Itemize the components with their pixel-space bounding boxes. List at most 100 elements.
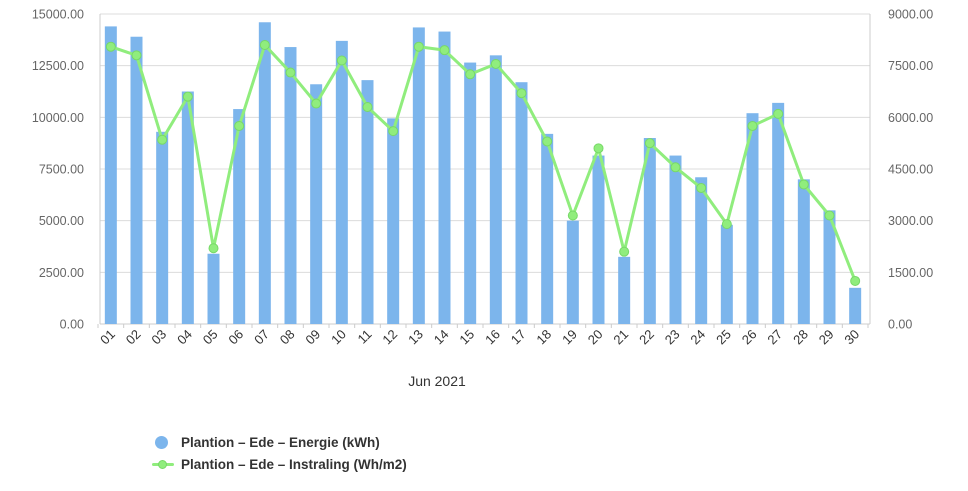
legend-label-energie: Plantion – Ede – Energie (kWh) — [181, 434, 380, 450]
x-axis-day-label: 18 — [533, 327, 554, 348]
x-axis-day-label: 30 — [841, 327, 862, 348]
legend: Plantion – Ede – Energie (kWh) Plantion … — [152, 431, 968, 475]
point-day-16[interactable] — [490, 58, 501, 69]
bar-day-17[interactable] — [515, 82, 528, 324]
instraling-line — [109, 43, 857, 283]
bar-day-28[interactable] — [797, 179, 810, 324]
point-day-02[interactable] — [131, 50, 142, 61]
bar-day-05[interactable] — [207, 253, 220, 324]
x-axis-day-label: 23 — [662, 327, 683, 348]
bar-day-11[interactable] — [361, 80, 374, 324]
y-axis-right-tick-label: 1500.00 — [888, 266, 933, 280]
bar-day-10[interactable] — [335, 40, 348, 324]
point-day-06[interactable] — [234, 120, 245, 131]
x-axis-day-label: 07 — [251, 327, 272, 348]
point-day-09[interactable] — [311, 98, 322, 109]
point-day-23[interactable] — [670, 162, 681, 173]
point-day-22[interactable] — [644, 138, 655, 149]
y-axis-right-tick-label: 7500.00 — [888, 59, 933, 73]
x-axis-day-label: 06 — [225, 327, 246, 348]
bar-day-15[interactable] — [464, 62, 477, 325]
bar-day-13[interactable] — [412, 27, 425, 325]
x-axis-day-label: 15 — [456, 327, 477, 348]
x-axis-day-label: 02 — [123, 327, 144, 348]
legend-item-instraling[interactable]: Plantion – Ede – Instraling (Wh/m2) — [152, 453, 968, 475]
bar-day-27[interactable] — [772, 102, 785, 324]
bar-day-26[interactable] — [746, 113, 759, 324]
bar-day-14[interactable] — [438, 31, 451, 325]
point-day-20[interactable] — [593, 143, 604, 154]
point-day-15[interactable] — [465, 69, 476, 80]
x-axis-day-label: 12 — [379, 327, 400, 348]
x-axis-day-label: 13 — [405, 327, 426, 348]
point-day-14[interactable] — [439, 45, 450, 56]
bar-day-09[interactable] — [310, 84, 323, 325]
y-axis-left-tick-label: 5000.00 — [39, 214, 84, 228]
y-axis-left-tick-label: 2500.00 — [39, 266, 84, 280]
bar-day-06[interactable] — [233, 109, 246, 324]
bar-day-20[interactable] — [592, 155, 605, 324]
x-axis-day-label: 11 — [354, 327, 374, 347]
y-axis-right-tick-label: 9000.00 — [888, 8, 933, 22]
point-day-01[interactable] — [105, 41, 116, 52]
point-day-10[interactable] — [336, 55, 347, 66]
y-axis-left-tick-label: 7500.00 — [39, 163, 84, 177]
point-day-24[interactable] — [696, 182, 707, 193]
point-day-29[interactable] — [824, 210, 835, 221]
point-day-11[interactable] — [362, 102, 373, 112]
x-axis-day-label: 29 — [816, 327, 837, 348]
x-axis-day-label: 22 — [636, 327, 657, 348]
point-day-25[interactable] — [721, 219, 732, 230]
point-day-18[interactable] — [542, 136, 553, 147]
legend-marker-wrap — [152, 435, 180, 449]
bar-day-19[interactable] — [566, 220, 579, 324]
bar-day-03[interactable] — [156, 131, 169, 324]
legend-item-energie[interactable]: Plantion – Ede – Energie (kWh) — [152, 431, 968, 453]
bar-day-08[interactable] — [284, 47, 297, 325]
bar-day-21[interactable] — [618, 256, 631, 324]
bar-day-23[interactable] — [669, 155, 682, 324]
bar-day-16[interactable] — [489, 55, 502, 324]
point-day-04[interactable] — [182, 91, 193, 102]
x-axis-day-label: 27 — [764, 327, 785, 348]
bar-day-24[interactable] — [695, 177, 708, 324]
point-day-19[interactable] — [567, 210, 578, 221]
point-day-27[interactable] — [773, 108, 784, 119]
point-day-30[interactable] — [850, 275, 861, 286]
bar-day-18[interactable] — [541, 133, 554, 324]
point-day-17[interactable] — [516, 88, 527, 99]
y-axis-left-tick-label: 0.00 — [60, 318, 84, 332]
x-axis-day-label: 01 — [97, 327, 118, 348]
bar-day-07[interactable] — [258, 22, 271, 325]
x-axis-day-label: 17 — [508, 327, 529, 348]
x-axis-day-label: 03 — [148, 327, 169, 348]
energie-series-circle-icon — [155, 435, 168, 449]
point-day-07[interactable] — [259, 40, 270, 50]
x-axis-day-label: 19 — [559, 327, 580, 348]
x-axis-day-label: 04 — [174, 327, 195, 348]
x-axis-day-label: 10 — [328, 327, 349, 348]
x-axis-day-label: 20 — [585, 327, 606, 348]
point-day-26[interactable] — [747, 120, 758, 131]
bar-day-29[interactable] — [823, 210, 836, 324]
bar-day-22[interactable] — [643, 138, 656, 324]
bar-day-25[interactable] — [720, 224, 733, 324]
point-day-05[interactable] — [208, 243, 219, 254]
bar-day-02[interactable] — [130, 36, 143, 324]
instraling-series-line-marker-icon — [152, 459, 174, 469]
bar-day-04[interactable] — [181, 91, 194, 325]
y-axis-right-tick-label: 0.00 — [888, 318, 912, 332]
y-axis-right-tick-label: 4500.00 — [888, 163, 933, 177]
point-day-03[interactable] — [157, 134, 168, 145]
point-day-08[interactable] — [285, 67, 296, 78]
point-day-13[interactable] — [413, 41, 424, 52]
bar-day-30[interactable] — [849, 287, 862, 324]
bar-day-01[interactable] — [104, 26, 117, 325]
point-day-21[interactable] — [619, 246, 630, 257]
x-axis-day-label: 28 — [790, 327, 811, 348]
point-day-28[interactable] — [798, 179, 809, 190]
chart-page: 0.00 0.00 2500.00 1500.00 5000.00 3000.00 7500… — [32, 8, 968, 475]
point-day-12[interactable] — [388, 126, 399, 137]
bar-day-12[interactable] — [387, 118, 400, 324]
x-axis-day-label: 25 — [713, 327, 734, 348]
